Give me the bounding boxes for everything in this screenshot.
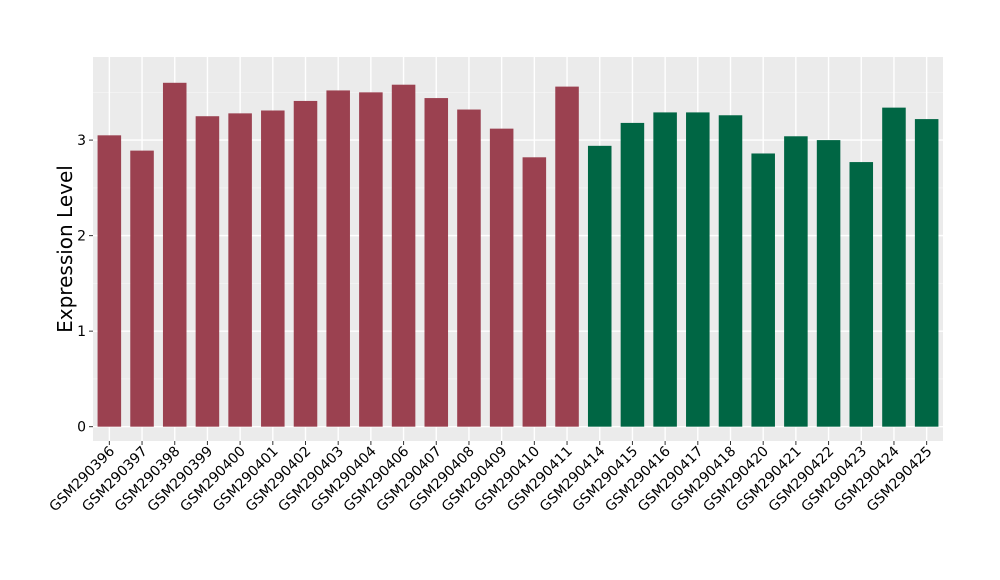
- bar-GSM290411: [555, 86, 579, 427]
- bar-GSM290397: [130, 150, 154, 427]
- y-tick-label: 2: [77, 229, 86, 245]
- bar-GSM290409: [489, 128, 514, 427]
- bar-GSM290425: [914, 119, 939, 427]
- bar-GSM290404: [359, 92, 383, 427]
- bar-GSM290416: [653, 112, 677, 427]
- bar-GSM290423: [849, 162, 874, 427]
- bar-GSM290401: [261, 110, 285, 427]
- plot-panel: [93, 57, 943, 441]
- bar-GSM290396: [97, 135, 122, 427]
- bar-GSM290422: [816, 140, 841, 427]
- y-axis-title: Expression Level: [53, 165, 77, 333]
- bar-GSM290420: [751, 153, 775, 427]
- bar-GSM290402: [293, 100, 318, 427]
- bar-GSM290414: [587, 145, 612, 427]
- bar-GSM290424: [882, 107, 906, 427]
- y-tick-label: 0: [77, 420, 86, 436]
- bar-GSM290417: [686, 112, 710, 427]
- bar-GSM290421: [784, 136, 808, 427]
- x-axis: GSM290396GSM290397GSM290398GSM290399GSM2…: [47, 441, 935, 515]
- bar-GSM290403: [326, 90, 350, 427]
- bar-GSM290400: [228, 113, 252, 427]
- y-tick-label: 1: [77, 324, 86, 340]
- bar-GSM290398: [162, 82, 187, 427]
- bar-GSM290415: [620, 122, 645, 427]
- bar-GSM290407: [424, 98, 449, 427]
- bar-GSM290408: [457, 109, 481, 427]
- bars: [97, 82, 939, 427]
- y-axis: 0 1 2 3: [77, 133, 93, 436]
- bar-GSM290399: [195, 116, 220, 427]
- bar-GSM290418: [718, 115, 743, 427]
- bar-GSM290410: [522, 157, 547, 427]
- y-tick-label: 3: [77, 133, 86, 149]
- bar-GSM290406: [391, 84, 416, 427]
